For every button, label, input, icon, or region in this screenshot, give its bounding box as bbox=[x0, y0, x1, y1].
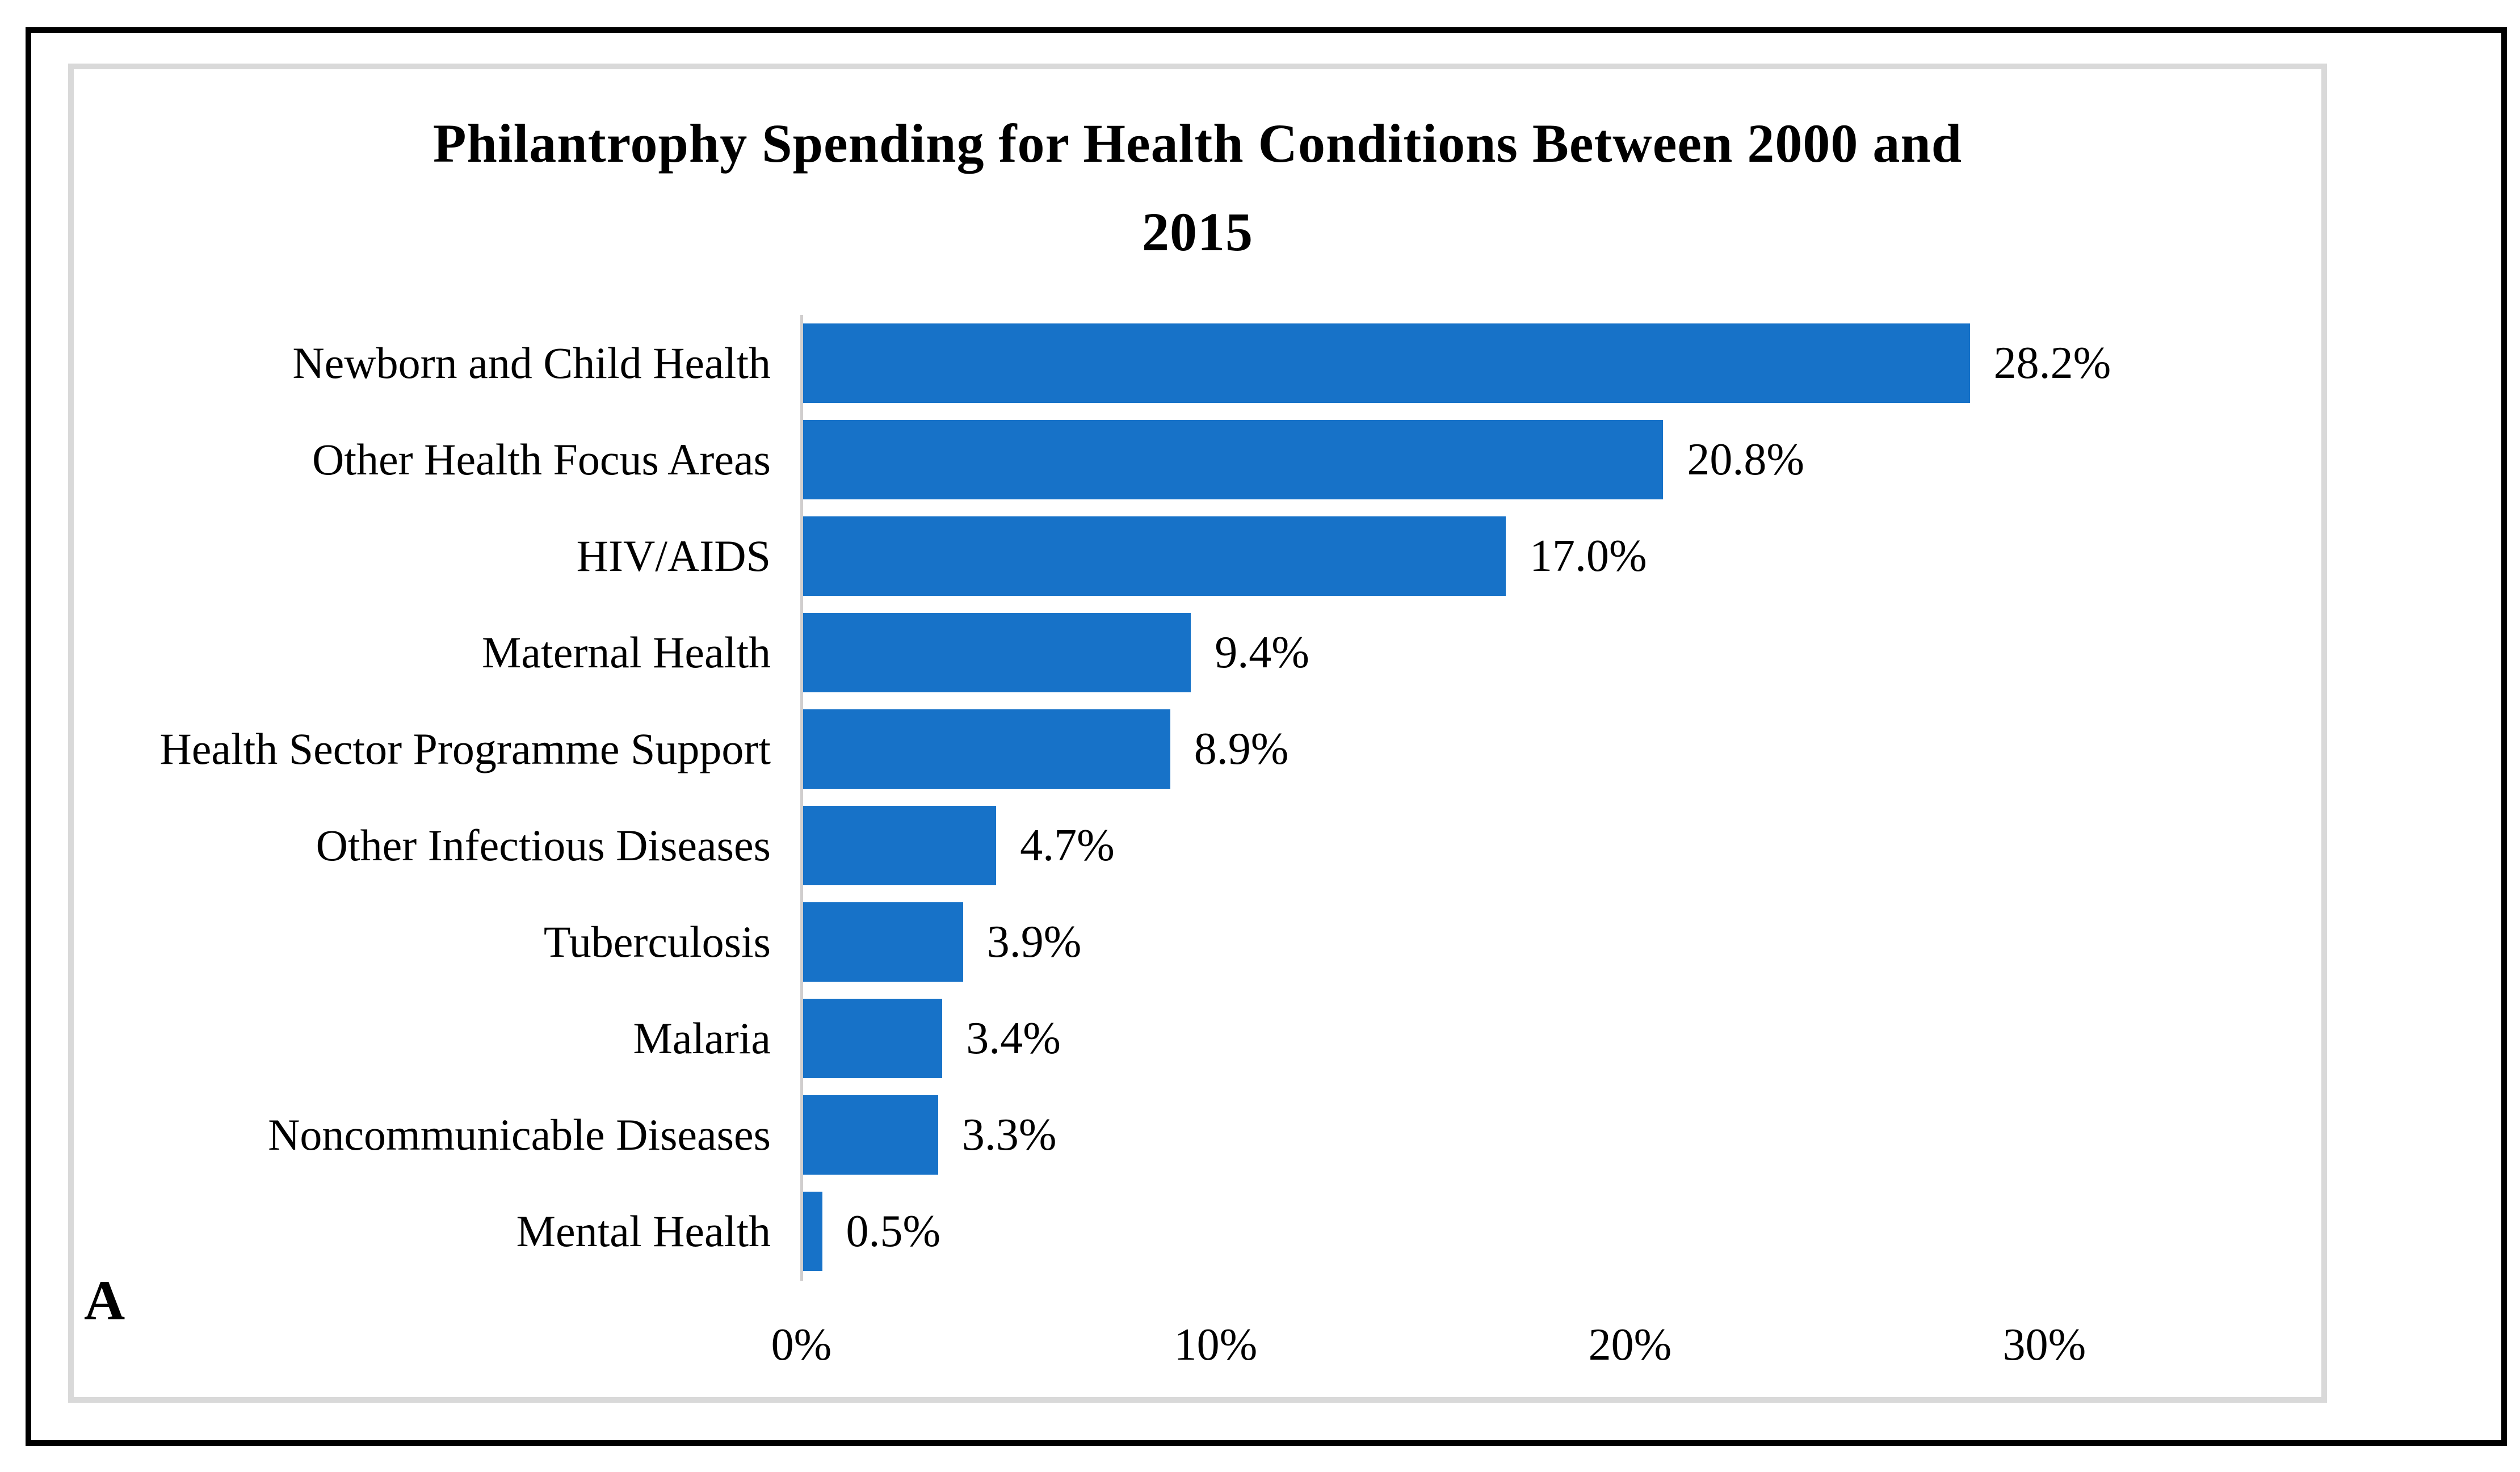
category-label: Newborn and Child Health bbox=[292, 338, 771, 388]
bar-row: Health Sector Programme Support 8.9% bbox=[0, 709, 2520, 789]
category-label: Other Health Focus Areas bbox=[312, 435, 771, 484]
bar bbox=[801, 999, 943, 1078]
value-label: 3.3% bbox=[961, 1110, 1057, 1160]
x-axis-tick-label: 20% bbox=[1588, 1320, 1672, 1370]
chart-container bbox=[68, 64, 2327, 1403]
value-label: 17.0% bbox=[1530, 531, 1647, 581]
x-axis-tick-label: 30% bbox=[2002, 1320, 2086, 1370]
category-label: Tuberculosis bbox=[543, 917, 771, 966]
bar bbox=[801, 1192, 822, 1271]
bar bbox=[801, 323, 1970, 403]
bar bbox=[801, 516, 1506, 596]
category-label: Health Sector Programme Support bbox=[159, 724, 771, 773]
category-label: HIV/AIDS bbox=[576, 531, 771, 581]
bar-row: Mental Health 0.5% bbox=[0, 1192, 2520, 1271]
bar bbox=[801, 613, 1191, 692]
value-label: 9.4% bbox=[1215, 628, 1309, 678]
category-label: Malaria bbox=[633, 1013, 771, 1063]
value-label: 0.5% bbox=[846, 1206, 941, 1256]
bar bbox=[801, 709, 1170, 789]
bar bbox=[801, 1095, 938, 1175]
bar-row: Noncommunicable Diseases 3.3% bbox=[0, 1095, 2520, 1175]
category-label: Other Infectious Diseases bbox=[316, 821, 771, 870]
value-label: 3.9% bbox=[986, 917, 1082, 967]
value-label: 4.7% bbox=[1020, 821, 1115, 870]
value-label: 3.4% bbox=[966, 1013, 1061, 1063]
chart-title: Philantrophy Spending for Health Conditi… bbox=[68, 99, 2327, 276]
x-axis-tick-label: 0% bbox=[771, 1320, 832, 1370]
bar bbox=[801, 806, 997, 885]
bar-row: Tuberculosis 3.9% bbox=[0, 902, 2520, 982]
bar-row: Other Infectious Diseases 4.7% bbox=[0, 806, 2520, 885]
value-label: 28.2% bbox=[1993, 338, 2111, 388]
value-label: 8.9% bbox=[1194, 724, 1289, 774]
bar-row: Maternal Health 9.4% bbox=[0, 613, 2520, 692]
category-label: Noncommunicable Diseases bbox=[268, 1110, 771, 1159]
bar-row: Malaria 3.4% bbox=[0, 999, 2520, 1078]
bar-row: HIV/AIDS 17.0% bbox=[0, 516, 2520, 596]
category-label: Mental Health bbox=[516, 1206, 771, 1256]
category-label: Maternal Health bbox=[482, 628, 771, 677]
bar bbox=[801, 420, 1664, 499]
chart-title-line1: Philantrophy Spending for Health Conditi… bbox=[432, 113, 1963, 174]
bar bbox=[801, 902, 963, 982]
chart-title-line2: 2015 bbox=[1142, 201, 1253, 262]
bar-row: Newborn and Child Health 28.2% bbox=[0, 323, 2520, 403]
panel-label-a: A bbox=[84, 1269, 125, 1332]
y-axis-line bbox=[800, 315, 803, 1281]
value-label: 20.8% bbox=[1687, 435, 1805, 485]
x-axis-tick-label: 10% bbox=[1174, 1320, 1258, 1370]
bar-row: Other Health Focus Areas 20.8% bbox=[0, 420, 2520, 499]
